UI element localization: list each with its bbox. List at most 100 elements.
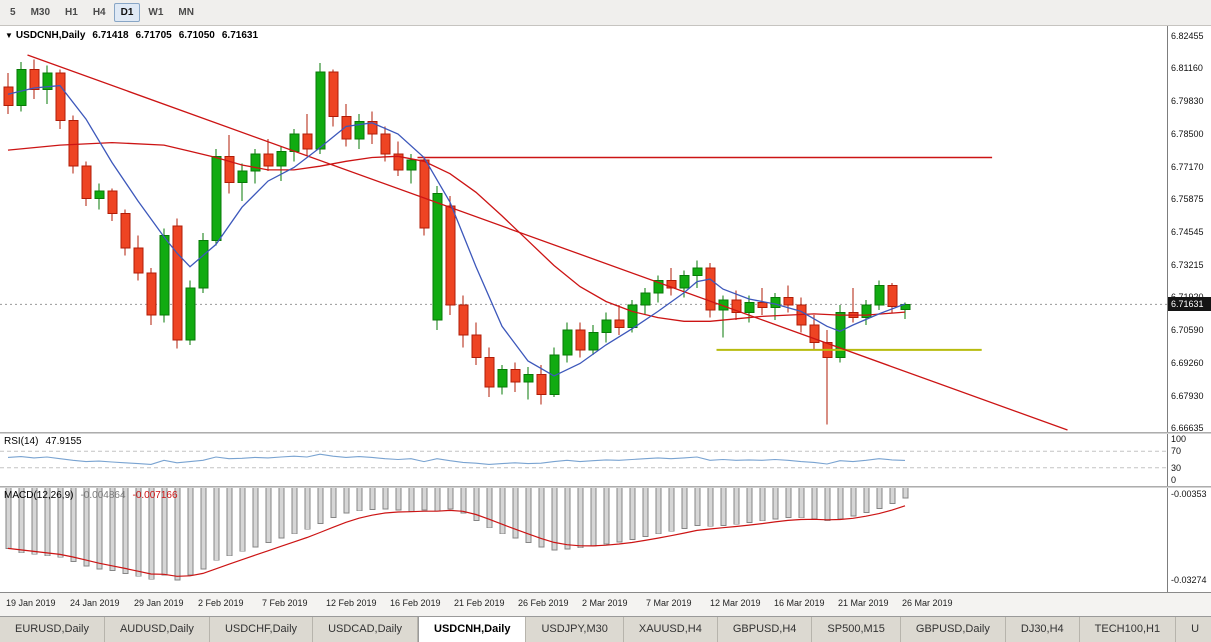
candle [731, 290, 742, 321]
candle-body [887, 284, 898, 307]
chart-tab-usdjpy-m30[interactable]: USDJPY,M30 [526, 617, 624, 642]
candle [120, 209, 131, 256]
chart-tab-u[interactable]: U [1176, 617, 1211, 642]
candle-body [783, 297, 794, 306]
panel-separator-macd[interactable] [0, 486, 1211, 488]
chart-tab-tech100-h1[interactable]: TECH100,H1 [1080, 617, 1177, 642]
candle [211, 148, 222, 246]
candle [627, 300, 638, 333]
chart-tab-sp500-m15[interactable]: SP500,M15 [812, 617, 901, 642]
price-axis[interactable]: 6.82455 6.81160 6.79830 6.78500 6.77170 6.758… [1167, 26, 1211, 592]
chart-tab-gbpusd-h4[interactable]: GBPUSD,H4 [718, 617, 813, 642]
time-axis[interactable]: 19 Jan 2019 24 Jan 2019 29 Jan 2019 2 Feb 2… [0, 592, 1211, 616]
price-tick-label: 6.67930 [1171, 391, 1204, 401]
candle [458, 295, 469, 348]
rsi-line[interactable] [7, 453, 906, 465]
macd-bar [265, 486, 272, 543]
macd-bar [798, 486, 805, 519]
macd-bar [889, 486, 896, 505]
chart-tab-xauusd-h4[interactable]: XAUUSD,H4 [624, 617, 718, 642]
timeframe-button-mn[interactable]: MN [178, 7, 194, 18]
macd-bar [746, 486, 753, 523]
chart-tab-eurusd-daily[interactable]: EURUSD,Daily [0, 617, 105, 642]
chart-tab-dj30-h4[interactable]: DJ30,H4 [1006, 617, 1080, 642]
candle [289, 129, 300, 162]
candle [393, 141, 404, 177]
candle [588, 325, 599, 355]
ma-fast-line[interactable] [7, 84, 906, 377]
chart-area[interactable]: ▼ USDCNH,Daily 6.71418 6.71705 6.71050 6.7163… [0, 26, 1211, 592]
macd-bar [785, 486, 792, 518]
candle-body [692, 267, 703, 276]
candle [94, 183, 105, 210]
macd-bar [187, 486, 194, 576]
timeframe-button-h4[interactable]: H4 [92, 7, 106, 18]
candle-body [94, 190, 105, 199]
chart-tab-usdchf-daily[interactable]: USDCHF,Daily [210, 617, 314, 642]
macd-histogram [5, 486, 909, 581]
price-tick-label: 6.81160 [1171, 63, 1203, 73]
chart-tab-usdcad-daily[interactable]: USDCAD,Daily [313, 617, 419, 642]
candle [159, 228, 170, 323]
ma-slow-line[interactable] [7, 141, 906, 322]
price-tick-label: 6.75875 [1171, 194, 1204, 204]
candle [263, 138, 274, 172]
descending-trendline[interactable] [27, 54, 1068, 431]
candle-body [588, 332, 599, 351]
candle-body [354, 121, 365, 140]
date-label: 12 Feb 2019 [326, 598, 377, 608]
timeframe-button-w1[interactable]: W1 [148, 7, 164, 18]
macd-bar [824, 486, 831, 522]
candle-body [835, 312, 846, 358]
macd-bar [460, 486, 467, 514]
candle-body [29, 68, 40, 90]
collapse-indicators-icon[interactable]: ▼ [5, 31, 13, 40]
macd-indicator-label: MACD(12,26,9) -0.004864 -0.007166 [4, 490, 178, 501]
candle-body [107, 190, 118, 214]
panel-separator-rsi[interactable] [0, 432, 1211, 434]
macd-signal-line[interactable] [7, 505, 906, 577]
candle-body [679, 274, 690, 289]
candle [172, 218, 183, 349]
price-tick-label: 6.82455 [1171, 31, 1204, 41]
date-label: 12 Mar 2019 [710, 598, 761, 608]
candle-body [523, 374, 534, 383]
candle [55, 69, 66, 129]
rsi-scale-label: 30 [1171, 463, 1182, 473]
macd-bar [902, 486, 909, 499]
timeframe-button-h1[interactable]: H1 [65, 7, 78, 18]
rsi-scale-label: 70 [1171, 446, 1182, 456]
macd-bar [421, 486, 428, 511]
candle [81, 161, 92, 206]
candle-body [510, 369, 521, 383]
price-tick-label: 6.70590 [1171, 325, 1204, 335]
chart-tab-audusd-daily[interactable]: AUDUSD,Daily [105, 617, 210, 642]
candle [835, 305, 846, 363]
macd-bar [369, 486, 376, 510]
date-label: 2 Mar 2019 [582, 598, 628, 608]
rsi-indicator-label: RSI(14) 47.9155 [4, 436, 82, 447]
candle-body [757, 302, 768, 309]
timeframe-button-d1[interactable]: D1 [113, 3, 141, 22]
date-label: 19 Jan 2019 [6, 598, 56, 608]
macd-bar [811, 486, 818, 520]
candle-body [640, 292, 651, 306]
candle-body [731, 299, 742, 314]
timeframe-button-5[interactable]: 5 [10, 7, 16, 18]
chart-header: ▼ USDCNH,Daily 6.71418 6.71705 6.71050 6.7163… [5, 30, 258, 41]
candle-body [770, 297, 781, 309]
candle-body [861, 304, 872, 319]
rsi-name: RSI(14) [4, 436, 39, 447]
timeframe-button-m30[interactable]: M30 [30, 7, 51, 18]
candle-body [653, 279, 664, 294]
chart-tab-usdcnh-daily[interactable]: USDCNH,Daily [418, 617, 527, 642]
macd-bar [239, 486, 246, 552]
macd-bar [681, 486, 688, 529]
chart-tab-gbpusd-daily[interactable]: GBPUSD,Daily [901, 617, 1006, 642]
chart-canvas[interactable] [0, 26, 1211, 592]
candle [419, 156, 430, 236]
rsi-value: 47.9155 [45, 436, 82, 447]
macd-main-value: -0.004864 [80, 490, 126, 501]
date-label: 7 Feb 2019 [262, 598, 308, 608]
candle [107, 188, 118, 221]
